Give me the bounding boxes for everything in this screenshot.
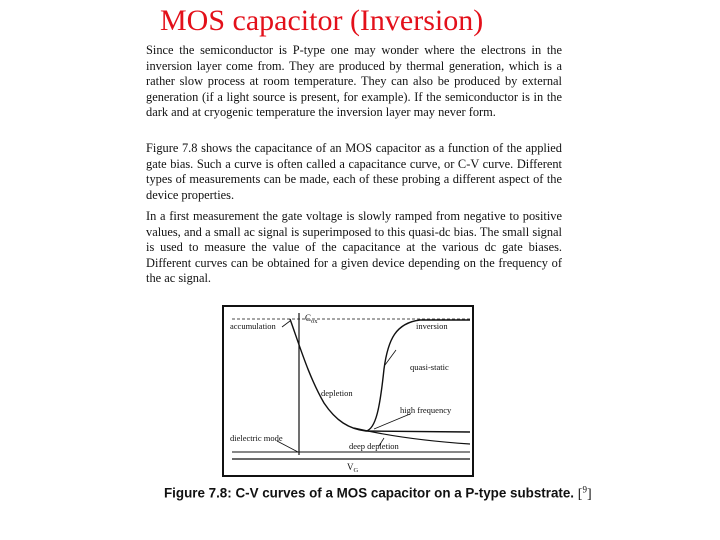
- cv-curve-figure: accumulation Cox inversion quasi-static …: [222, 305, 474, 477]
- label-dielectric-mode: dielectric mode: [230, 433, 283, 443]
- deep-depletion-curve: [353, 427, 471, 445]
- quasi-static-curve: [365, 319, 470, 432]
- caption-prefix: Figure 7.8: [164, 485, 228, 501]
- cv-curve-diagram: accumulation Cox inversion quasi-static …: [230, 313, 471, 474]
- label-vg: VG: [347, 462, 359, 474]
- label-accumulation: accumulation: [230, 321, 277, 331]
- caption-text: : C-V curves of a MOS capacitor on a P-t…: [227, 485, 575, 501]
- figure-caption: Figure 7.8: C-V curves of a MOS capacito…: [164, 484, 592, 503]
- citation: [9]: [577, 484, 592, 502]
- paragraph-cv-curve-intro: Figure 7.8 shows the capacitance of an M…: [146, 141, 562, 202]
- label-deep-depletion: deep depletion: [349, 441, 400, 451]
- paragraph-measurement: In a first measurement the gate voltage …: [146, 209, 562, 286]
- label-high-frequency: high frequency: [400, 405, 452, 415]
- label-quasi-static: quasi-static: [410, 362, 449, 372]
- label-inversion: inversion: [416, 321, 448, 331]
- label-cox: Cox: [305, 313, 318, 325]
- high-frequency-curve: [289, 318, 471, 433]
- label-depletion: depletion: [321, 388, 353, 398]
- paragraph-electron-origin: Since the semiconductor is P-type one ma…: [146, 43, 562, 120]
- slide-title: MOS capacitor (Inversion): [160, 4, 484, 37]
